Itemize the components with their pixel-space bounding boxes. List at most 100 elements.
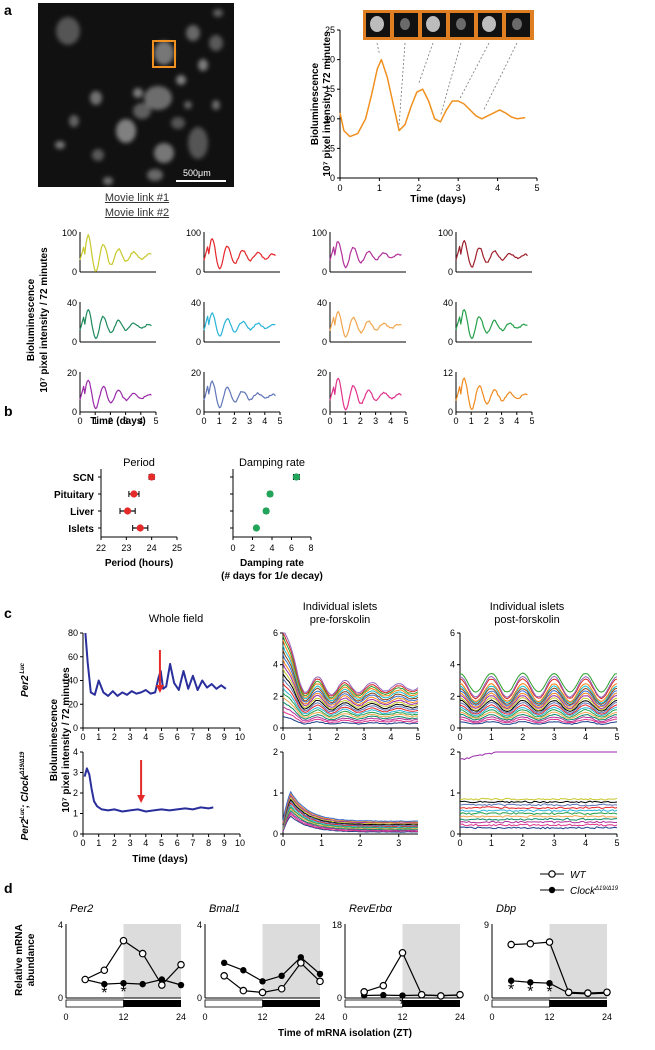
c-whole-clock-y-tick-label: 0 bbox=[73, 829, 78, 839]
c-pre-clock-series bbox=[282, 806, 419, 829]
b-period-point bbox=[130, 490, 138, 498]
movie-link-2[interactable]: Movie link #2 bbox=[104, 207, 170, 219]
a-y-tick-label: 0 bbox=[330, 173, 335, 183]
islet-blob bbox=[144, 86, 172, 110]
panel-letter-d: d bbox=[4, 880, 13, 896]
a-grid-x-tick-label: 5 bbox=[277, 416, 282, 426]
c-pre-wt-series bbox=[282, 710, 419, 724]
b-period-point bbox=[124, 507, 132, 515]
d-x-tick-label: 24 bbox=[455, 1012, 465, 1022]
strip-frame bbox=[394, 13, 418, 37]
islet-microscopy-image: 500μm bbox=[38, 3, 234, 187]
c-pre-wt-x-tick-label: 0 bbox=[280, 732, 285, 742]
c-whole-clock-x-tick-label: 9 bbox=[222, 838, 227, 848]
c-post-clock-series bbox=[459, 823, 618, 827]
a-grid-y-max: 100 bbox=[312, 228, 327, 238]
a-grid-x-tick-label: 4 bbox=[138, 416, 143, 426]
d-clock-point bbox=[507, 977, 515, 984]
d-x-tick-label: 0 bbox=[342, 1012, 347, 1022]
a-grid-x-tick-label: 0 bbox=[327, 416, 332, 426]
a-grid-series bbox=[329, 310, 402, 338]
c-pre-wt-x-tick-label: 2 bbox=[334, 732, 339, 742]
d-x-label: Time of mRNA isolation (ZT) bbox=[278, 1028, 412, 1039]
a-grid-series bbox=[79, 309, 152, 339]
d-dark-phase-shading bbox=[123, 924, 181, 998]
c-pre-clock-y-tick-label: 1 bbox=[273, 788, 278, 798]
a-grid-series bbox=[79, 379, 152, 410]
a-y-tick-label: 10 bbox=[325, 114, 335, 124]
d-clock-point bbox=[546, 980, 553, 987]
d-wt-point bbox=[220, 971, 228, 980]
d-legend-clock-marker bbox=[548, 886, 556, 894]
a-grid-x-tick-label: 3 bbox=[373, 416, 378, 426]
panel-letter-c: c bbox=[4, 605, 12, 621]
d-x-tick-label: 12 bbox=[118, 1012, 128, 1022]
strip-frame-islet bbox=[512, 18, 522, 30]
d-y-zero: 0 bbox=[197, 993, 202, 1003]
a-y-tick-label: 25 bbox=[325, 25, 335, 35]
a-grid-y-zero: 0 bbox=[448, 407, 453, 417]
islet-blob bbox=[133, 88, 143, 98]
c-post-clock-series bbox=[459, 751, 617, 760]
d-wt-point bbox=[398, 948, 407, 957]
c-pre-wt-series bbox=[282, 635, 419, 699]
a-grid-y-zero: 0 bbox=[322, 407, 327, 417]
d-wt-point bbox=[507, 940, 515, 949]
c-post-wt-x-tick-label: 4 bbox=[583, 732, 588, 742]
d-clock-point bbox=[316, 970, 324, 978]
a-grid-series bbox=[455, 377, 528, 410]
d-y-max: 4 bbox=[197, 920, 202, 930]
d-wt-point bbox=[158, 981, 166, 989]
d-wt-point bbox=[258, 988, 267, 997]
a-grid-y-max: 40 bbox=[191, 298, 201, 308]
c-whole-clock-y-tick-label: 2 bbox=[73, 788, 78, 798]
d-clock-point bbox=[139, 980, 146, 988]
a-grid-y-zero: 0 bbox=[448, 337, 453, 347]
c-post-wt-y-tick-label: 6 bbox=[450, 628, 455, 638]
a-grid-x-label: Time (days) bbox=[90, 416, 145, 427]
d-wt-point bbox=[119, 936, 128, 945]
d-wt-point bbox=[379, 981, 388, 990]
a-y-label-units: 10⁷ pixel intensity / 72 minutes bbox=[322, 31, 333, 177]
b-period-point bbox=[136, 524, 144, 532]
c-pre-wt-series bbox=[282, 673, 419, 711]
c-post-clock-x-tick-label: 5 bbox=[614, 838, 619, 848]
d-clock-point bbox=[101, 980, 108, 988]
c-post-wt-series bbox=[459, 682, 618, 703]
c-pre-clock-y-tick-label: 2 bbox=[273, 747, 278, 757]
movie-link-1[interactable]: Movie link #1 bbox=[104, 192, 170, 204]
a-grid-x-tick-label: 2 bbox=[232, 416, 237, 426]
b-damping-point bbox=[252, 524, 260, 532]
d-wt-point bbox=[100, 966, 109, 975]
c-pre-wt-series bbox=[282, 659, 419, 706]
d-wt-point bbox=[297, 959, 305, 967]
c-whole-clock-x-tick-label: 8 bbox=[206, 838, 211, 848]
d-y-zero: 0 bbox=[337, 993, 342, 1003]
d-x-tick-label: 24 bbox=[315, 1012, 325, 1022]
d-clock-point bbox=[120, 980, 127, 987]
d-significance-star: * bbox=[546, 984, 552, 1001]
a-grid-y-zero: 0 bbox=[72, 267, 77, 277]
c-post-wt-series bbox=[459, 713, 617, 721]
a-grid-x-tick-label: 4 bbox=[262, 416, 267, 426]
d-clock-point bbox=[220, 959, 228, 967]
c-whole-wt-x-tick-label: 10 bbox=[235, 732, 245, 742]
strip-frame bbox=[506, 13, 530, 37]
b-damping-point bbox=[292, 473, 300, 481]
d-clock-point bbox=[380, 991, 387, 999]
c-pre-wt-series bbox=[282, 706, 419, 722]
c-pre-clock-x-tick-label: 0 bbox=[280, 838, 285, 848]
a-x-tick-label: 0 bbox=[337, 183, 342, 193]
c-whole-clock-x-tick-label: 6 bbox=[175, 838, 180, 848]
islet-blob bbox=[92, 149, 104, 161]
c-post-clock-series bbox=[459, 803, 618, 807]
c-pre-wt-y-tick-label: 0 bbox=[273, 723, 278, 733]
strip-frame-islet bbox=[482, 16, 496, 32]
c-whole-clock-y-tick-label: 3 bbox=[73, 768, 78, 778]
c-post-clock-series bbox=[459, 806, 618, 810]
microscopy-blobs bbox=[55, 9, 226, 185]
a-grid-x-tick-label: 4 bbox=[514, 416, 519, 426]
d-clock-point bbox=[259, 978, 266, 985]
d-y-max: 9 bbox=[484, 920, 489, 930]
